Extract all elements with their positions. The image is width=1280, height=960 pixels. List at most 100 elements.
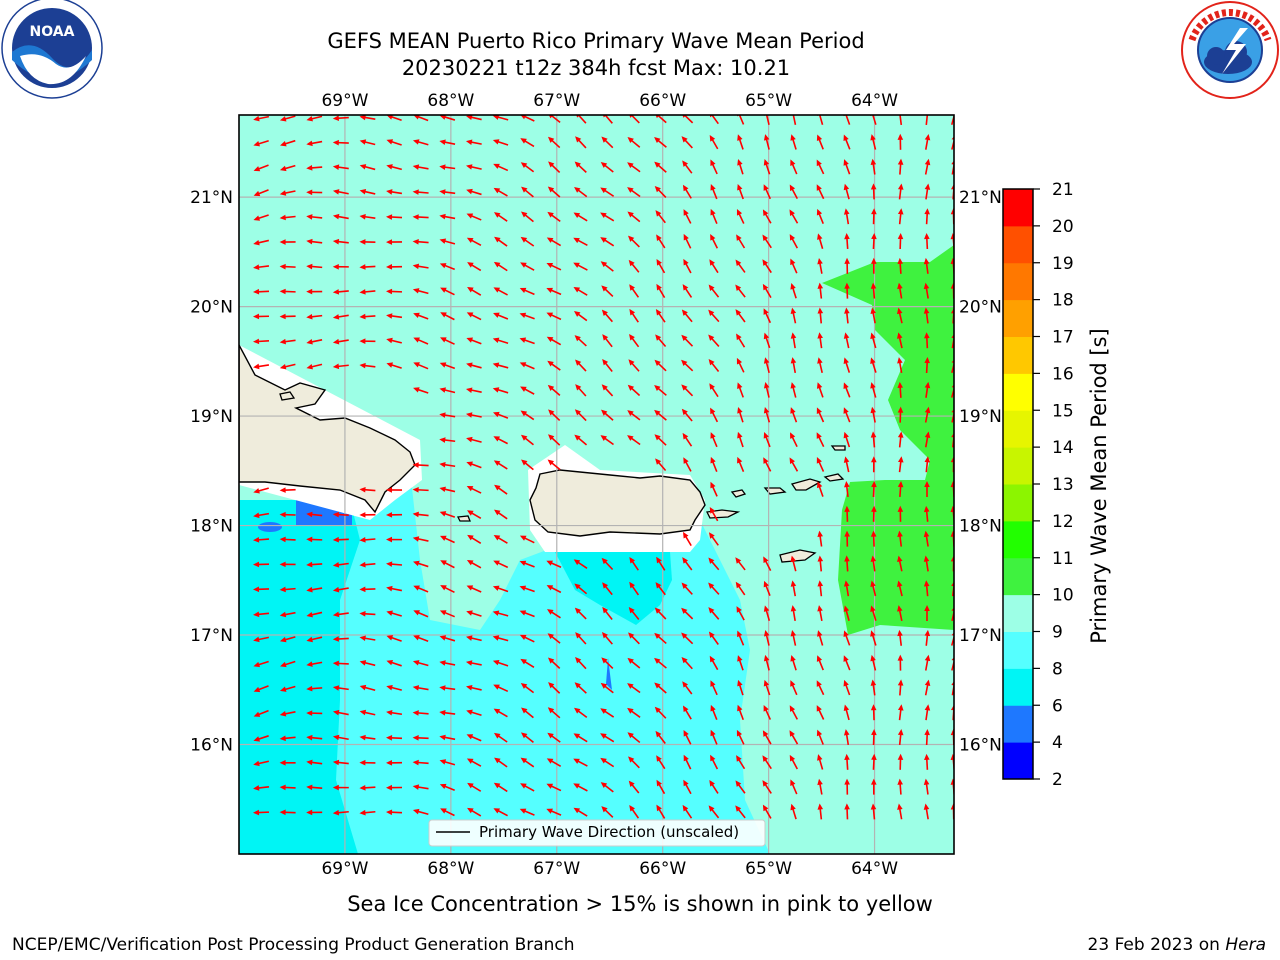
wave-arrow [896, 307, 903, 324]
period-6-8-field-south-pr [555, 552, 672, 625]
wave-arrow [253, 611, 270, 618]
wave-arrow [253, 115, 270, 122]
wave-arrow [279, 338, 296, 345]
wave-arrow [519, 362, 535, 370]
wave-arrow [710, 432, 718, 448]
wave-arrow [627, 657, 641, 669]
wave-arrow [519, 337, 535, 345]
wave-arrow [600, 757, 615, 768]
wave-arrow [924, 753, 930, 770]
wave-arrow [629, 308, 639, 323]
wave-arrow [897, 133, 904, 150]
wave-arrow [359, 709, 376, 716]
wave-arrow [896, 580, 903, 597]
wave-arrow [332, 586, 349, 593]
wave-arrow [817, 332, 823, 349]
wave-arrow [547, 136, 561, 149]
wave-arrow [843, 431, 851, 448]
wave-arrow [923, 307, 930, 324]
wave-arrow [627, 435, 641, 446]
wave-arrow [547, 732, 561, 743]
wave-arrow [386, 139, 402, 146]
wave-arrow [924, 158, 931, 175]
wave-arrow [843, 456, 850, 473]
wave-arrow [843, 134, 851, 150]
wave-arrow [279, 611, 296, 618]
wave-arrow [790, 803, 797, 820]
period-10-11-field [822, 245, 954, 635]
wave-arrow [897, 183, 904, 200]
wave-arrow [844, 282, 850, 299]
wave-arrow [924, 729, 930, 746]
wave-arrow [897, 753, 904, 770]
wave-arrow [708, 607, 720, 620]
wave-arrow [924, 208, 930, 225]
wave-arrow [763, 159, 771, 175]
wave-arrow [359, 537, 376, 543]
wave-arrow [519, 585, 535, 593]
wave-arrow [682, 557, 693, 571]
lon-label-bottom: 67°W [533, 859, 580, 879]
wave-arrow [573, 286, 588, 296]
wave-arrow [897, 208, 904, 225]
wave-arrow [871, 208, 877, 225]
wave-arrow [790, 307, 797, 324]
graticule [239, 115, 954, 854]
wave-arrow [386, 313, 403, 319]
wave-arrow [681, 384, 694, 397]
wave-arrow [735, 259, 746, 273]
wave-arrow [763, 406, 771, 423]
wave-arrow [359, 635, 376, 642]
wave-arrow [439, 610, 455, 618]
wave-arrow [253, 586, 270, 593]
wave-arrow [710, 233, 719, 249]
wave-arrow [790, 258, 798, 274]
wave-arrow [600, 187, 615, 197]
wave-arrow [359, 313, 376, 320]
wave-arrow [790, 357, 797, 374]
wave-arrow [439, 635, 456, 642]
map-panel: 69°W 68°W 67°W 66°W 65°W 64°W 69°W 68°W 67°W 66°… [190, 91, 1002, 879]
wave-arrow [870, 183, 877, 200]
wave-arrow [681, 582, 693, 595]
wave-arrow [466, 164, 482, 170]
wave-arrow [548, 682, 561, 694]
wave-arrow [762, 804, 772, 819]
wave-arrow [710, 704, 718, 721]
wave-arrow [306, 238, 323, 245]
wave-arrow [710, 184, 718, 200]
wave-arrow [467, 510, 482, 520]
wave-arrow [548, 161, 561, 174]
wave-arrow [870, 282, 877, 299]
wave-arrow [413, 312, 429, 320]
lon-label-top: 66°W [639, 91, 686, 111]
longitude-labels-bottom: 69°W 68°W 67°W 66°W 65°W 64°W [321, 859, 898, 879]
wave-arrow [709, 655, 719, 671]
wave-arrow [871, 505, 877, 522]
wave-arrow [412, 735, 429, 741]
wave-arrow [306, 611, 323, 618]
wave-arrow [359, 784, 376, 791]
wave-arrow [332, 784, 349, 791]
wave-arrow [386, 337, 402, 344]
wave-arrow [628, 259, 640, 273]
wave-arrow [628, 756, 640, 769]
wave-arrow [656, 755, 666, 770]
colorbar-tick-label: 11 [1052, 549, 1074, 569]
wave-arrow [843, 382, 851, 398]
wave-arrow [843, 704, 850, 721]
wave-arrow [627, 137, 641, 148]
wave-arrow [924, 381, 931, 398]
wave-arrow [412, 139, 429, 146]
wave-arrow [629, 333, 640, 348]
wave-arrow [279, 784, 296, 791]
wave-arrow [924, 654, 931, 671]
wave-arrow [466, 486, 482, 494]
wave-arrow [521, 186, 534, 198]
wave-arrow [627, 707, 641, 718]
wave-arrow [439, 139, 456, 145]
wave-arrow [923, 530, 930, 547]
wave-arrow [413, 362, 429, 370]
lon-label-bottom: 66°W [639, 859, 686, 879]
wave-arrow [359, 362, 376, 369]
